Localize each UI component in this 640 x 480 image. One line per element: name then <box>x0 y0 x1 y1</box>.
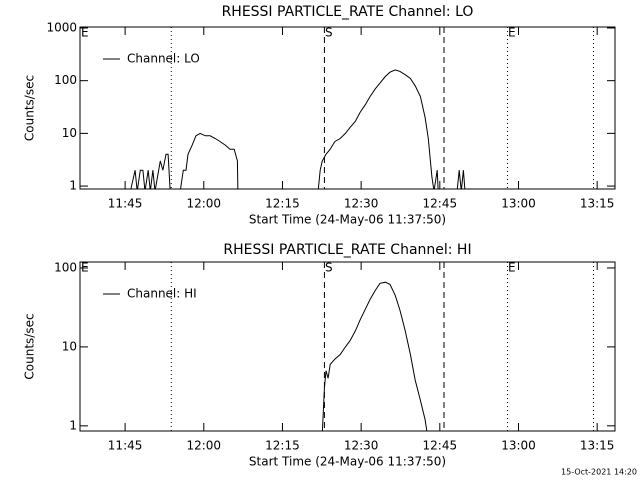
x-axis-label: Start Time (24-May-06 11:37:50) <box>249 213 446 227</box>
event-label: E <box>81 26 89 40</box>
chart-title: RHESSI PARTICLE_RATE Channel: LO <box>222 4 474 20</box>
x-tick-label: 11:45 <box>108 439 143 453</box>
y-tick-label: 10 <box>62 126 77 140</box>
x-tick-label: 12:45 <box>423 197 458 211</box>
x-tick-label: 12:15 <box>265 439 300 453</box>
y-axis-label: Counts/sec <box>23 75 37 141</box>
x-tick-label: 12:30 <box>344 197 379 211</box>
series-line <box>321 281 428 431</box>
y-tick-label: 100 <box>54 73 77 87</box>
y-tick-label: 1 <box>69 418 77 432</box>
chart-title: RHESSI PARTICLE_RATE Channel: HI <box>223 242 471 258</box>
x-tick-label: 12:30 <box>344 439 379 453</box>
x-tick-label: 12:45 <box>423 439 458 453</box>
y-tick-label: 1000 <box>46 20 77 34</box>
event-label: E <box>81 261 89 275</box>
x-tick-label: 12:00 <box>186 197 221 211</box>
event-label: S <box>325 261 333 275</box>
y-axis-label: Counts/sec <box>23 313 37 379</box>
x-axis-label: Start Time (24-May-06 11:37:50) <box>249 455 446 469</box>
y-tick-label: 10 <box>62 339 77 353</box>
y-tick-label: 100 <box>54 260 77 274</box>
series-line <box>130 69 466 189</box>
x-tick-label: 13:00 <box>501 439 536 453</box>
x-tick-label: 13:00 <box>501 197 536 211</box>
footer: 15-Oct-2021 14:20 <box>561 468 637 477</box>
x-tick-label: 13:15 <box>580 439 615 453</box>
x-tick-label: 12:00 <box>186 439 221 453</box>
x-tick-label: 12:15 <box>265 197 300 211</box>
plot-frame <box>79 26 616 190</box>
x-tick-label: 11:45 <box>108 197 143 211</box>
event-label: E <box>508 26 516 40</box>
legend-label: Channel: HI <box>127 287 197 301</box>
x-tick-label: 13:15 <box>580 197 615 211</box>
event-label: S <box>325 26 333 40</box>
legend-label: Channel: LO <box>127 52 200 66</box>
y-tick-label: 1 <box>69 179 77 193</box>
event-label: E <box>508 261 516 275</box>
